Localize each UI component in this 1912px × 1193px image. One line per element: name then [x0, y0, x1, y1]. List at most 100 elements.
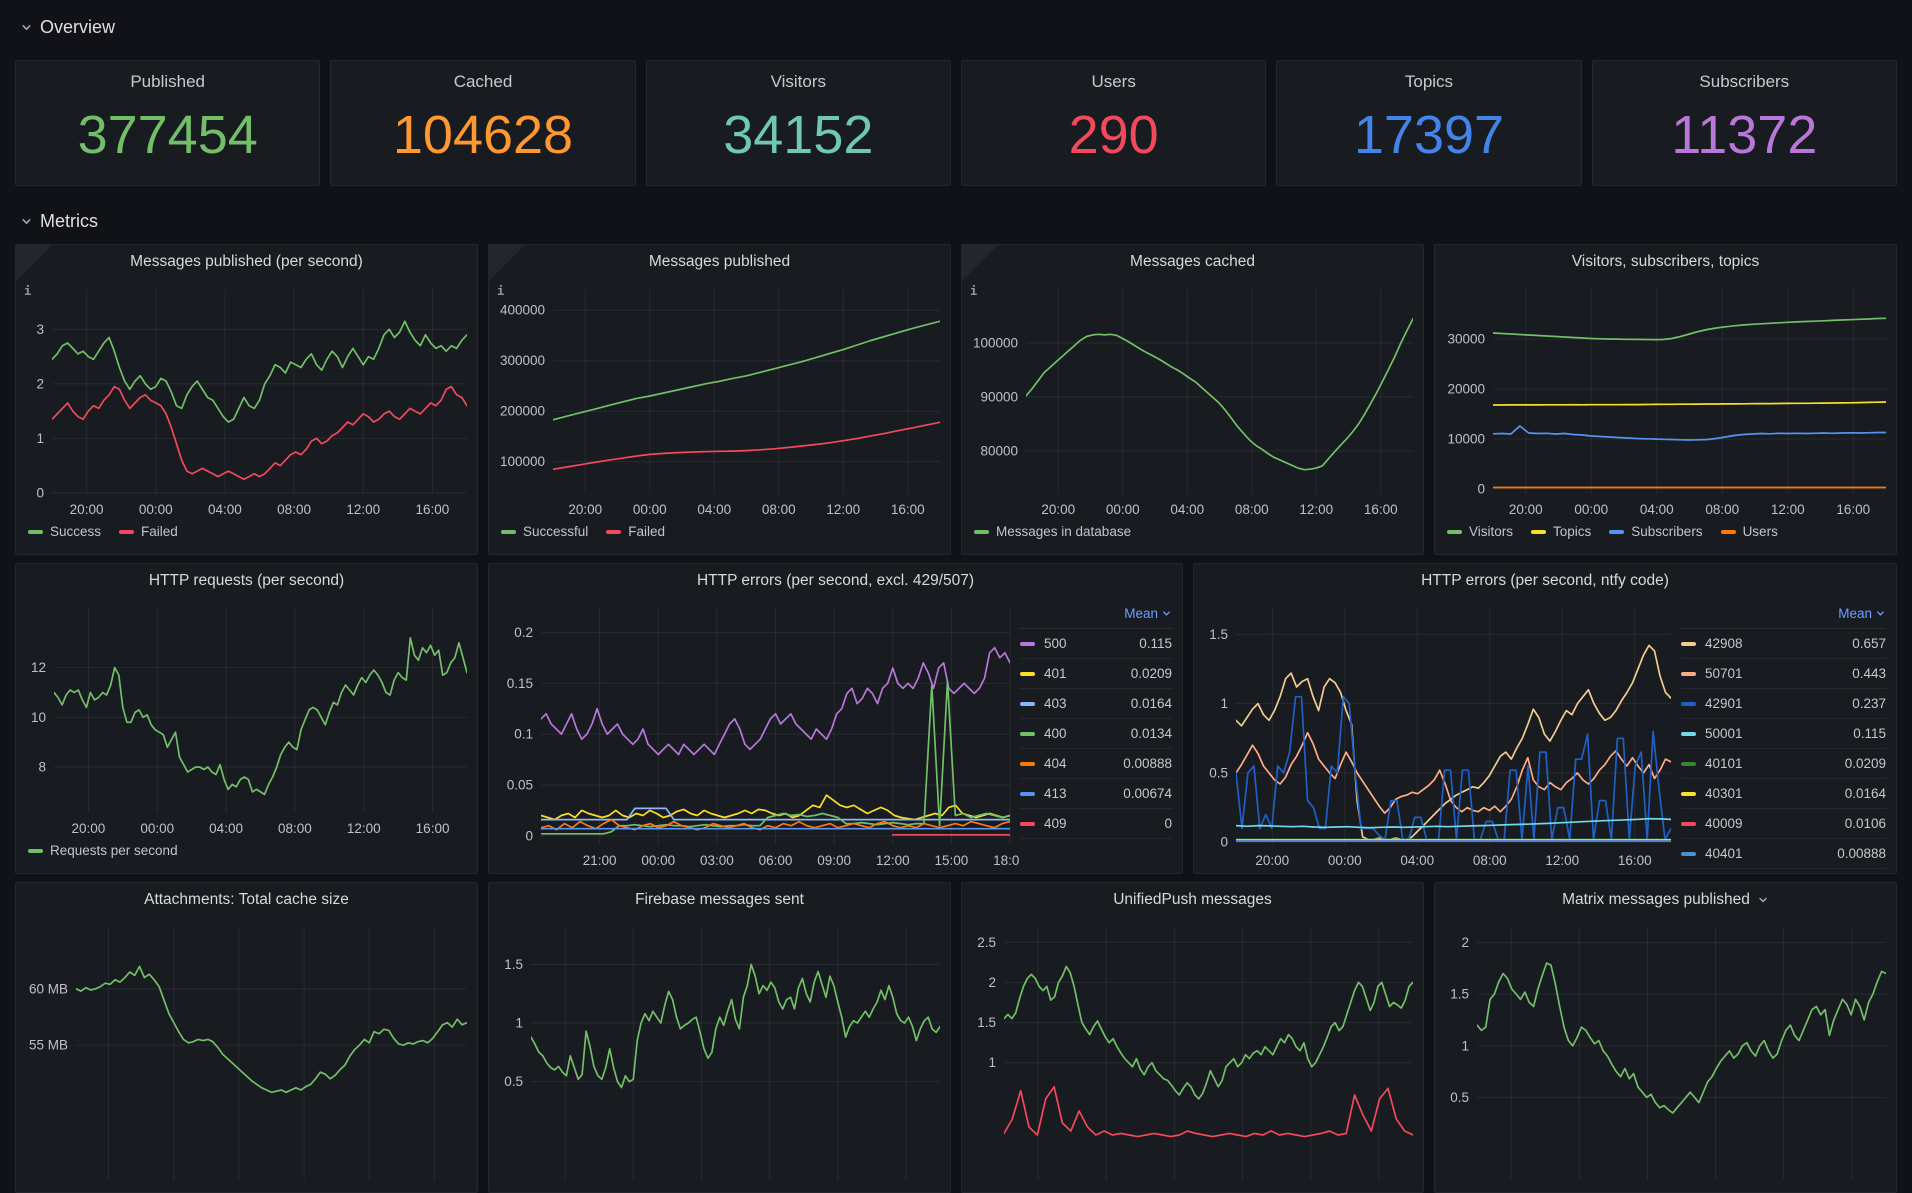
chart-plot[interactable]: 0.5 1 1.5: [489, 917, 950, 1192]
legend-table-row[interactable]: 40101 0.0209: [1681, 749, 1886, 779]
panel-title[interactable]: Visitors, subscribers, topics: [1571, 253, 1760, 270]
panel-visitors-subscribers-topics: Visitors, subscribers, topics 20:00 00:00…: [1434, 244, 1897, 555]
series-name: 401: [1044, 666, 1067, 681]
legend-table-row[interactable]: 401 0.0209: [1020, 659, 1172, 689]
svg-text:08:00: 08:00: [762, 502, 796, 517]
legend-item[interactable]: Visitors: [1447, 524, 1513, 539]
svg-text:2: 2: [1461, 935, 1469, 950]
panel-title[interactable]: HTTP errors (per second, excl. 429/507): [696, 572, 975, 589]
svg-text:1.5: 1.5: [1450, 987, 1469, 1002]
svg-text:90000: 90000: [980, 389, 1018, 404]
svg-text:21:00: 21:00: [583, 853, 617, 868]
panel-title[interactable]: Messages published: [648, 253, 791, 270]
legend-table-row[interactable]: 404 0.00888: [1020, 749, 1172, 779]
panel-title[interactable]: Attachments: Total cache size: [144, 891, 349, 908]
legend-table-row[interactable]: 40301 0.0164: [1681, 779, 1886, 809]
svg-text:2.5: 2.5: [977, 935, 996, 950]
legend-item[interactable]: Users: [1720, 524, 1778, 539]
svg-text:00:00: 00:00: [633, 502, 667, 517]
svg-text:16:00: 16:00: [1364, 502, 1398, 517]
legend-table-row[interactable]: 403 0.0164: [1020, 689, 1172, 719]
section-title: Overview: [40, 16, 116, 37]
chart-plot[interactable]: 20:00 00:00 04:00 08:00 12:00 16:00 0 0.5 1 1.5: [1194, 598, 1681, 873]
svg-text:0: 0: [36, 485, 44, 500]
series-name: 42908: [1705, 636, 1743, 651]
legend-table: Mean 42908 0.657 50701 0.443 42901 0.237 50001 0…: [1681, 598, 1896, 873]
svg-text:55 MB: 55 MB: [29, 1038, 68, 1053]
legend-mean-header[interactable]: Mean: [1681, 598, 1886, 629]
stat-value: 34152: [723, 104, 874, 165]
svg-text:18:00: 18:00: [993, 853, 1020, 868]
info-icon[interactable]: i: [16, 245, 52, 298]
chart-svg: 20:00 00:00 04:00 08:00 12:00 16:00 80000 90000…: [973, 289, 1413, 517]
series-color-swatch: [1681, 731, 1696, 736]
chart-plot[interactable]: 21:00 00:00 03:00 06:00 09:00 12:00 15:00 18:0 0…: [489, 598, 1020, 873]
panel-title[interactable]: HTTP requests (per second): [148, 572, 345, 589]
svg-text:0: 0: [1220, 835, 1228, 850]
chart-plot[interactable]: 1 1.5 2 2.5: [962, 917, 1423, 1192]
chart-plot[interactable]: 20:00 00:00 04:00 08:00 12:00 16:00 0 10000 2000…: [1435, 279, 1896, 522]
panel-title[interactable]: Firebase messages sent: [635, 891, 804, 908]
svg-text:1.5: 1.5: [977, 1015, 996, 1030]
series-color-swatch: [1020, 731, 1035, 736]
panel-title[interactable]: Messages cached: [1130, 253, 1255, 270]
series-color-swatch: [119, 529, 135, 534]
svg-text:8: 8: [38, 760, 46, 775]
chart-plot[interactable]: 55 MB 60 MB: [16, 917, 477, 1192]
legend-item[interactable]: Topics: [1531, 524, 1591, 539]
section-header-metrics[interactable]: Metrics: [0, 208, 1912, 234]
chart-plot[interactable]: 20:00 00:00 04:00 08:00 12:00 16:00 80000 90000…: [962, 279, 1423, 522]
chart-svg: 0.5 1 1.5: [504, 927, 940, 1180]
series-name: 40301: [1705, 786, 1743, 801]
legend-table-row[interactable]: 500 0.115: [1020, 629, 1172, 659]
chart-legend: Requests per second: [16, 841, 477, 873]
panel-title[interactable]: UnifiedPush messages: [1113, 891, 1272, 908]
legend-item[interactable]: Successful: [501, 524, 588, 539]
stat-panel-subscribers: Subscribers 11372: [1591, 60, 1897, 186]
stat-value: 11372: [1671, 104, 1818, 165]
svg-text:00:00: 00:00: [1328, 853, 1362, 868]
series-name: 500: [1044, 636, 1067, 651]
chart-plot[interactable]: 20:00 00:00 04:00 08:00 12:00 16:00 100000 2000…: [489, 279, 950, 522]
legend-item[interactable]: Failed: [606, 524, 665, 539]
legend-table-row[interactable]: 50701 0.443: [1681, 659, 1886, 689]
legend-item[interactable]: Subscribers: [1609, 524, 1703, 539]
chevron-down-icon[interactable]: [1757, 894, 1769, 906]
section-header-overview[interactable]: Overview: [0, 14, 1912, 40]
svg-text:12:00: 12:00: [876, 853, 910, 868]
chart-plot[interactable]: 20:00 00:00 04:00 08:00 12:00 16:00 8 10 12: [16, 598, 477, 841]
legend-table-row[interactable]: 413 0.00674: [1020, 779, 1172, 809]
legend-item[interactable]: Failed: [119, 524, 178, 539]
chart-plot[interactable]: 0.5 1 1.5 2: [1435, 917, 1896, 1192]
svg-text:16:00: 16:00: [891, 502, 925, 517]
legend-table-row[interactable]: 409 0: [1020, 809, 1172, 839]
series-color-swatch: [1020, 641, 1035, 646]
legend-mean-header[interactable]: Mean: [1020, 598, 1172, 629]
legend-table-row[interactable]: 50001 0.115: [1681, 719, 1886, 749]
legend-table-row[interactable]: 40009 0.0106: [1681, 809, 1886, 839]
panel-title[interactable]: Matrix messages published: [1435, 883, 1896, 917]
svg-text:0.5: 0.5: [1209, 765, 1228, 780]
panel-title[interactable]: Messages published (per second): [130, 253, 363, 270]
legend-item[interactable]: Requests per second: [28, 843, 178, 858]
series-color-swatch: [1020, 671, 1035, 676]
legend-table-row[interactable]: 42901 0.237: [1681, 689, 1886, 719]
chart-svg: 0.5 1 1.5 2: [1450, 927, 1886, 1180]
legend-item[interactable]: Messages in database: [974, 524, 1131, 539]
svg-text:00:00: 00:00: [1106, 502, 1140, 517]
legend-table-row[interactable]: 40401 0.00888: [1681, 839, 1886, 869]
svg-text:2: 2: [988, 975, 996, 990]
series-color-swatch: [1681, 701, 1696, 706]
legend-table: Mean 500 0.115 401 0.0209 403 0.0164 400 0.0134 4…: [1020, 598, 1182, 873]
panel-title[interactable]: HTTP errors (per second, ntfy code): [1421, 572, 1669, 589]
series-mean-value: 0.115: [1139, 636, 1172, 651]
info-icon[interactable]: i: [962, 245, 998, 298]
svg-text:12: 12: [31, 660, 46, 675]
legend-table-row[interactable]: 400 0.0134: [1020, 719, 1172, 749]
chart-svg: 21:00 00:00 03:00 06:00 09:00 12:00 15:00 18:0 0…: [507, 608, 1020, 868]
legend-item[interactable]: Success: [28, 524, 101, 539]
chart-plot[interactable]: 20:00 00:00 04:00 08:00 12:00 16:00 0 1 2 3: [16, 279, 477, 522]
info-icon[interactable]: i: [489, 245, 525, 298]
svg-text:04:00: 04:00: [1170, 502, 1204, 517]
legend-table-row[interactable]: 42908 0.657: [1681, 629, 1886, 659]
